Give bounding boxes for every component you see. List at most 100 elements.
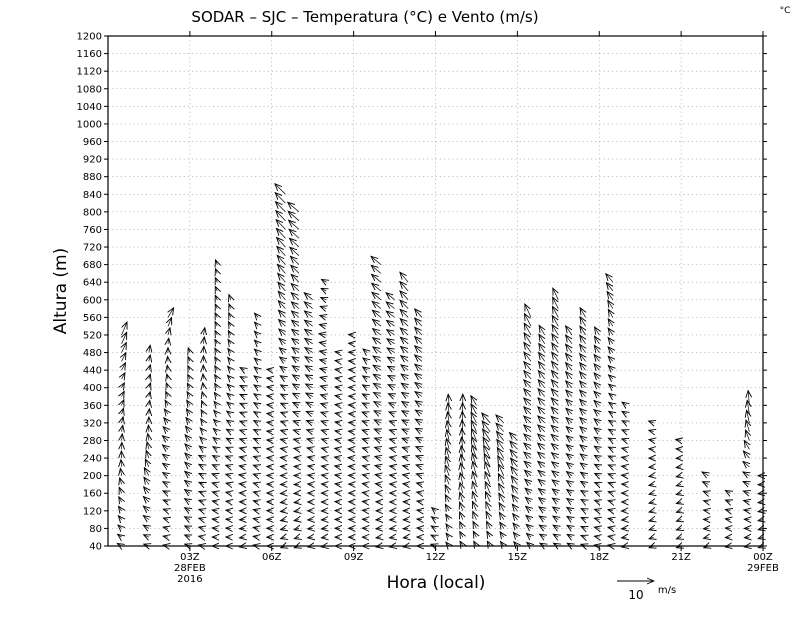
wind-vector — [199, 473, 204, 475]
wind-vector — [199, 455, 204, 458]
wind-vector — [253, 483, 258, 484]
wind-vector — [167, 374, 168, 379]
wind-vector — [254, 340, 258, 344]
wind-vector — [215, 304, 217, 309]
wind-vector — [472, 445, 476, 459]
wind-vector — [431, 517, 435, 520]
wind-vector — [538, 443, 545, 449]
wind-vector — [267, 440, 272, 441]
wind-vector — [167, 365, 168, 370]
wind-vector — [401, 356, 409, 362]
wind-vector — [482, 421, 491, 432]
wind-vector — [276, 220, 286, 230]
wind-vector — [240, 448, 245, 449]
wind-vector — [267, 369, 272, 370]
wind-vector — [524, 323, 532, 336]
wind-vector — [622, 537, 627, 538]
wind-vector — [163, 536, 168, 537]
wind-vector — [513, 523, 517, 528]
wind-vector — [649, 520, 654, 521]
wind-vector — [253, 456, 258, 458]
wind-vector — [267, 396, 272, 397]
wind-vector — [567, 481, 572, 485]
wind-vector — [267, 449, 272, 450]
wind-vector — [594, 410, 599, 415]
wind-vector — [387, 330, 395, 335]
wind-vector — [526, 506, 531, 511]
wind-vector — [445, 485, 449, 494]
wind-vector — [390, 439, 395, 440]
wind-vector — [185, 435, 190, 441]
wind-vector — [280, 376, 285, 379]
wind-vector — [362, 421, 367, 423]
wind-vector — [163, 500, 168, 502]
wind-vector — [291, 265, 300, 274]
wind-vector — [524, 398, 532, 406]
wind-vector — [374, 402, 381, 406]
wind-vector — [280, 366, 286, 370]
wind-vector — [485, 482, 490, 494]
wind-vector — [253, 510, 258, 511]
wind-vector — [609, 402, 613, 405]
wind-vector — [552, 371, 559, 380]
wind-vector — [415, 346, 423, 353]
wind-vector — [322, 448, 327, 449]
x-tick-label: 09Z — [344, 552, 364, 563]
wind-vector — [446, 533, 449, 537]
wind-vector — [372, 301, 382, 309]
wind-vector — [552, 352, 559, 362]
wind-vector — [292, 348, 299, 353]
wind-vector — [622, 430, 627, 432]
wind-vector — [254, 358, 258, 361]
wind-vector — [214, 419, 218, 423]
wind-vector — [704, 501, 709, 502]
wind-vector — [415, 373, 422, 379]
wind-vector — [501, 542, 504, 547]
wind-vector — [227, 384, 231, 387]
wind-vector — [291, 284, 300, 292]
wind-vector — [373, 329, 382, 335]
wind-vector — [473, 511, 477, 520]
wind-vector — [608, 447, 613, 449]
wind-vector — [363, 385, 368, 388]
wind-vector — [567, 516, 572, 519]
wind-vector — [417, 492, 422, 493]
wind-vector — [304, 293, 313, 301]
wind-vector — [446, 542, 449, 546]
wind-vector — [213, 438, 217, 441]
wind-vector — [622, 466, 627, 467]
wind-vector — [226, 465, 231, 467]
wind-vector — [288, 211, 300, 221]
y-tick-label: 1080 — [77, 84, 102, 95]
wind-vector — [240, 368, 244, 371]
x-tick-date: 28FEB — [174, 563, 206, 574]
wind-vector — [649, 440, 654, 441]
wind-vector — [306, 393, 313, 396]
wind-vector — [758, 537, 763, 539]
wind-vector — [676, 528, 681, 530]
wind-vector — [121, 460, 122, 467]
wind-vector — [649, 484, 654, 485]
wind-vector — [304, 311, 313, 317]
wind-vector — [166, 392, 168, 397]
wind-vector — [120, 478, 122, 485]
wind-vector — [146, 450, 149, 459]
wind-vector — [122, 383, 125, 388]
wind-vector — [122, 408, 124, 414]
wind-vector — [387, 348, 395, 353]
wind-vector — [538, 425, 545, 432]
wind-vector — [649, 421, 654, 423]
wind-vector — [278, 273, 286, 283]
wind-vector — [471, 420, 476, 432]
wind-vector — [415, 410, 422, 414]
wind-vector — [227, 393, 231, 396]
y-tick-label: 120 — [83, 506, 102, 517]
wind-vector — [487, 521, 491, 528]
wind-vector — [373, 319, 382, 327]
wind-vector — [187, 400, 190, 405]
wind-vector — [212, 474, 217, 476]
wind-vector — [622, 421, 626, 423]
wind-vector — [446, 524, 449, 529]
wind-vector — [320, 386, 326, 388]
wind-vector — [148, 434, 149, 441]
